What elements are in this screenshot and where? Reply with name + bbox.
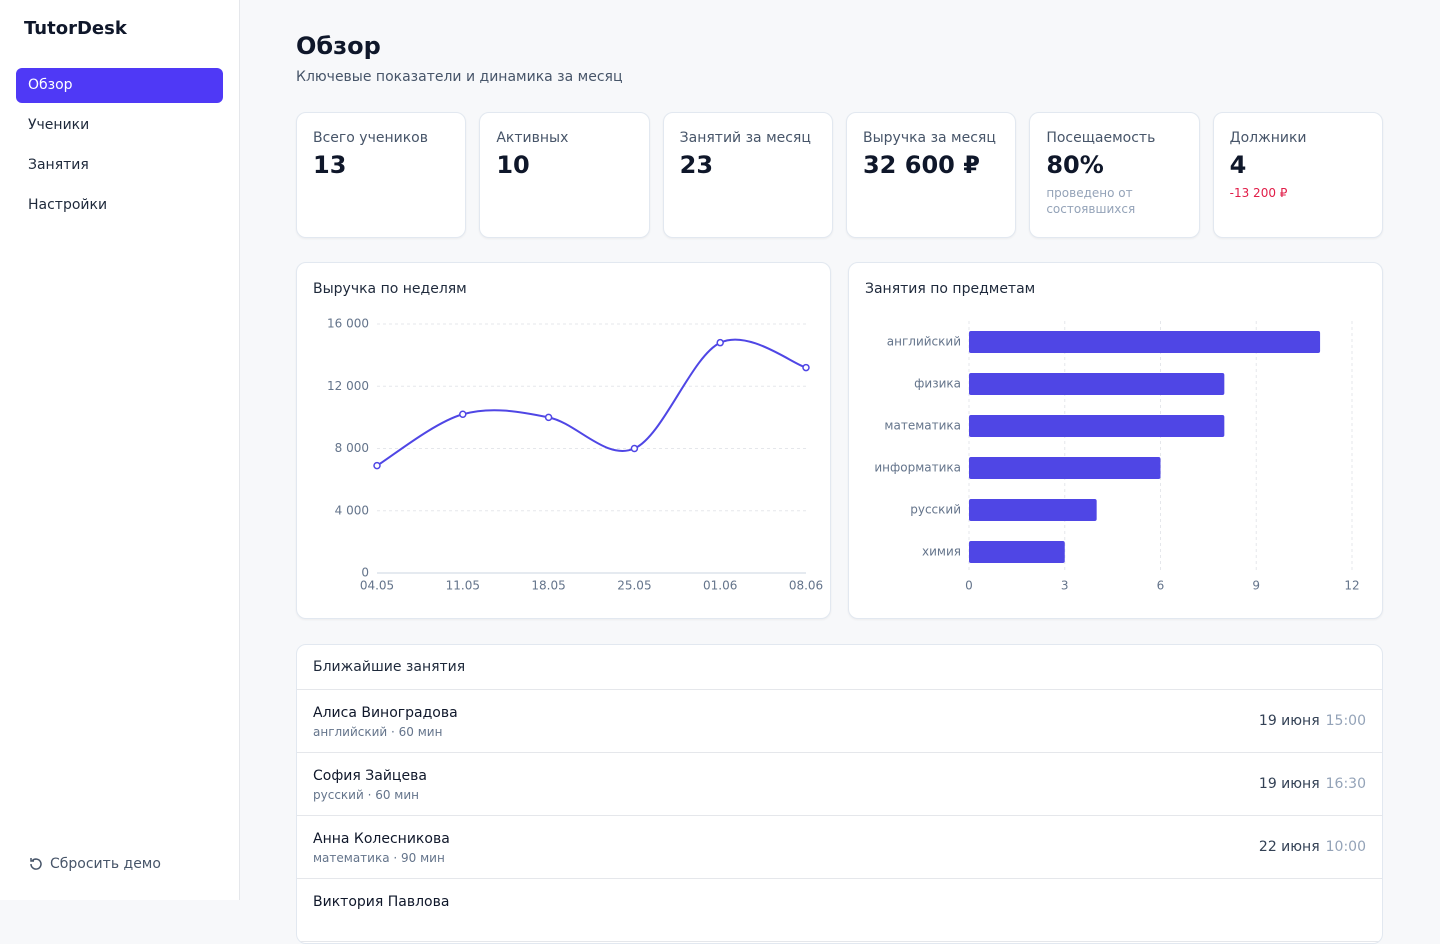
point (373, 461, 381, 470)
point (802, 363, 810, 372)
kpi-card: Всего учеников 13 (296, 112, 467, 238)
point (716, 338, 724, 347)
sidebar: TutorDesk Обзор Ученики Занятия Настройк… (0, 0, 240, 900)
y-tick-label: физика (914, 377, 961, 391)
y-tick-label: химия (922, 545, 961, 559)
y-tick-label: русский (910, 503, 961, 517)
y-tick-label: 0 (361, 566, 369, 580)
point (544, 413, 553, 422)
nav-item[interactable]: Ученики (28, 117, 90, 133)
bar (969, 373, 1225, 395)
point (459, 410, 467, 419)
brand: TutorDesk (24, 18, 127, 39)
kpi-value: 4 (1229, 151, 1247, 179)
nav-item[interactable]: Обзор (16, 68, 223, 103)
chart-card: 0 4 000 8 000 12 000 16 000 04.05 11.05 18.05 25… (296, 262, 831, 619)
student-name: Анна Колесникова (313, 831, 450, 847)
student-name: Виктория Павлова (313, 894, 450, 910)
lesson-time: 22 июня 10:00 (1259, 839, 1366, 855)
kpi-label: Выручка за месяц (862, 130, 996, 146)
date: 19 июня (1258, 713, 1320, 729)
time: 15:00 (1325, 713, 1366, 729)
kpi-card: Должники 4 -13 200 ₽ (1212, 112, 1383, 238)
y-tick-label: 4 000 (335, 503, 369, 517)
lesson-time: 19 июня 16:30 (1259, 776, 1366, 792)
kpi-value: 23 (679, 151, 714, 179)
nav-item[interactable]: Настройки (28, 197, 108, 213)
student-name: София Зайцева (313, 768, 427, 784)
line-chart: 0 4 000 8 000 12 000 16 000 04.05 11.05 18.05 25… (327, 317, 823, 593)
lesson-row[interactable]: София Зайцева русский · 60 мин 19 июня 16:3… (297, 753, 1382, 816)
student-name: Алиса Виноградова (313, 705, 458, 721)
kpi-value: 80% (1046, 151, 1104, 179)
list-title: Ближайшие занятия (297, 645, 1382, 690)
date: 22 июня (1258, 839, 1320, 855)
bar (969, 541, 1065, 563)
lesson-row[interactable]: Анна Колесникова математика · 90 мин 22 ию… (297, 816, 1382, 879)
chart-title: Занятия по предметам (865, 281, 1036, 297)
x-tick-label: 6 (1157, 579, 1165, 593)
kpi-label: Посещаемость (1046, 130, 1156, 146)
kpi-row: Всего учеников 13 Активных 10 Занятий за мес… (296, 112, 1383, 238)
x-tick-label: 11.05 (446, 579, 480, 593)
reset-button[interactable]: Сбросить демо (28, 856, 161, 872)
chart-title: Выручка по неделям (313, 281, 467, 297)
page-title: Обзор (296, 32, 381, 60)
kpi-value: 13 (313, 151, 347, 179)
lesson-meta: английский · 60 мин (313, 725, 443, 739)
lesson-meta: русский · 60 мин (313, 788, 419, 802)
bar (969, 499, 1097, 521)
y-tick-label: информатика (874, 461, 961, 475)
x-tick-label: 0 (965, 579, 973, 593)
lesson-row[interactable]: Виктория Павлова (297, 879, 1382, 942)
x-tick-label: 12 (1344, 579, 1359, 593)
kpi-label: Должники (1229, 130, 1307, 146)
reset-label: Сбросить демо (50, 856, 161, 872)
bar (969, 415, 1225, 437)
bar-chart: 0 3 6 9 12 английский физика математика информат… (874, 321, 1360, 593)
chart-card: 0 3 6 9 12 английский физика математика информат… (848, 262, 1383, 619)
y-tick-label: 8 000 (335, 441, 369, 455)
charts: 0 4 000 8 000 12 000 16 000 04.05 11.05 18.05 25… (296, 262, 1383, 619)
x-tick-label: 01.06 (703, 579, 737, 593)
line (376, 338, 807, 467)
nav-item[interactable]: Занятия (28, 157, 89, 173)
time: 16:30 (1325, 776, 1366, 792)
y-tick-label: 16 000 (327, 317, 369, 331)
kpi-card: Занятий за месяц 23 (662, 112, 833, 238)
kpi-label: Всего учеников (313, 130, 428, 146)
y-tick-label: 12 000 (327, 379, 369, 393)
y-tick-label: математика (884, 419, 961, 433)
kpi-note: -13 200 ₽ (1229, 186, 1288, 200)
kpi-card: Посещаемость 80% проведено от состоявшихся (1029, 112, 1200, 238)
date: 19 июня (1258, 776, 1320, 792)
x-tick-label: 25.05 (617, 579, 651, 593)
upcoming-list: Ближайшие занятия Алиса Виноградова англи… (296, 644, 1383, 944)
x-tick-label: 08.06 (789, 579, 823, 593)
bar (969, 457, 1161, 479)
x-tick-label: 9 (1252, 579, 1260, 593)
kpi-card: Выручка за месяц 32 600 ₽ (845, 112, 1017, 238)
kpi-note: проведено от состоявшихся (1046, 186, 1136, 216)
kpi-value: 32 600 ₽ (862, 151, 980, 179)
x-tick-label: 18.05 (531, 579, 565, 593)
lesson-row[interactable]: Алиса Виноградова английский · 60 мин 19 и… (297, 690, 1382, 753)
lesson-meta: математика · 90 мин (313, 851, 445, 865)
x-tick-label: 3 (1061, 579, 1069, 593)
kpi-label: Активных (496, 130, 569, 146)
time: 10:00 (1325, 839, 1366, 855)
kpi-card: Активных 10 (479, 112, 650, 238)
kpi-label: Занятий за месяц (679, 130, 811, 146)
page: TutorDesk {"sidebar":{"brand":"TutorDesk… (0, 0, 1383, 944)
body: TutorDesk Обзор Ученики Занятия Настройк… (0, 0, 1383, 944)
reset-icon (30, 858, 42, 870)
bar (969, 331, 1321, 353)
kpi-value: 10 (496, 151, 530, 179)
lesson-time: 19 июня 15:00 (1259, 713, 1366, 729)
page-subtitle: Ключевые показатели и динамика за месяц (296, 69, 623, 85)
point (630, 444, 639, 453)
nav: Обзор Ученики Занятия Настройки (16, 68, 223, 228)
y-tick-label: английский (887, 335, 961, 349)
x-tick-label: 04.05 (360, 579, 394, 593)
